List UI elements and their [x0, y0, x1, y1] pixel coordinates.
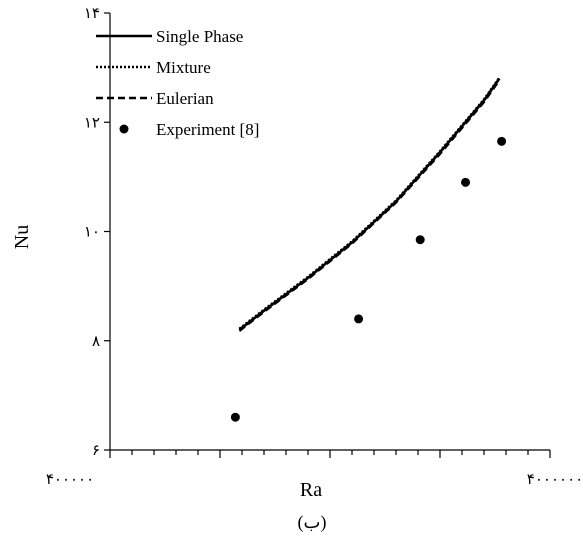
legend-label: Single Phase [156, 27, 243, 46]
axes: ۶ ۸ ۱۰ ۱۲ ۱۴ ۴۰۰۰۰۰ ۴۰۰۰۰۰۰ [46, 6, 583, 488]
series-line-mixture [238, 76, 501, 330]
figure-caption: (ب) [298, 512, 327, 533]
experiment-point [461, 177, 471, 187]
x-tick-label: ۴۰۰۰۰۰ [46, 472, 94, 488]
legend-marker [119, 124, 129, 134]
series-line-single-phase [238, 77, 501, 331]
legend-label: Eulerian [156, 89, 214, 108]
experiment-point [354, 314, 364, 324]
legend: Single Phase Mixture Eulerian Experiment [8… [96, 27, 259, 139]
marker-layer [230, 136, 507, 422]
x-tick-label: ۴۰۰۰۰۰۰ [527, 472, 583, 488]
legend-label: Experiment [8] [156, 120, 259, 139]
experiment-point [415, 235, 425, 245]
y-tick-label: ۱۰ [84, 225, 100, 241]
series-line-eulerian [238, 79, 501, 332]
y-tick-label: ۱۴ [84, 6, 100, 22]
y-tick-label: ۸ [92, 334, 100, 350]
y-axis-title: Nu [11, 225, 33, 249]
series-layer [238, 76, 501, 332]
experiment-point [230, 412, 240, 422]
experiment-point [497, 136, 507, 146]
x-axis-title: Ra [300, 479, 322, 501]
y-tick-label: ۱۲ [84, 115, 100, 131]
y-tick-label: ۶ [92, 443, 100, 459]
legend-label: Mixture [156, 58, 211, 77]
